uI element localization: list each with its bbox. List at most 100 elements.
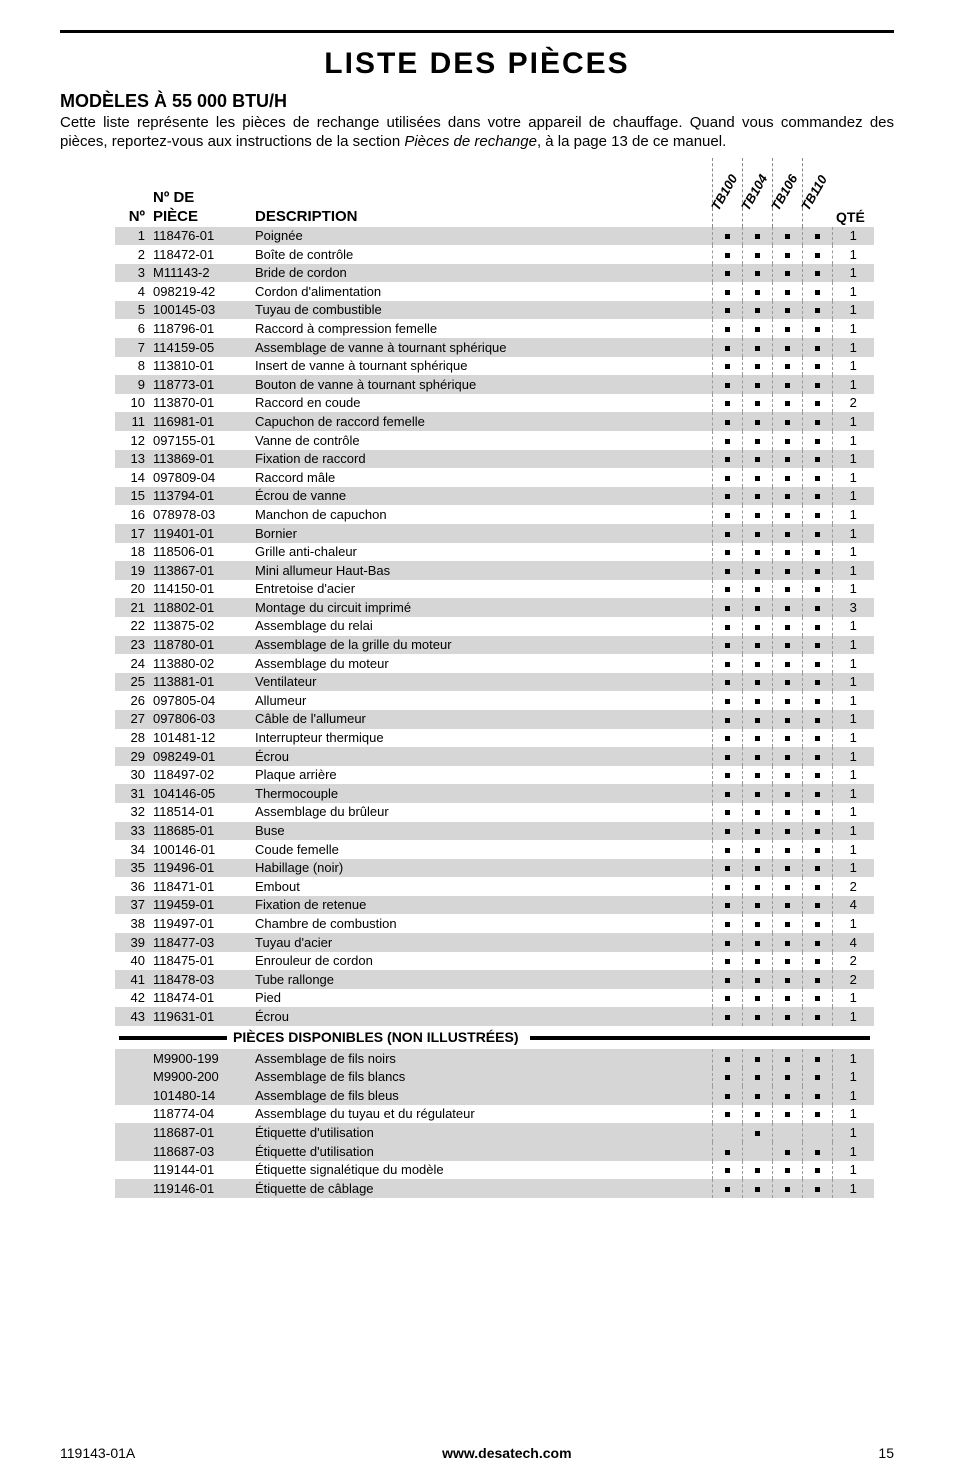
dot-icon	[725, 903, 730, 908]
cell-model	[772, 914, 802, 933]
cell-model	[772, 1007, 802, 1026]
cell-model	[742, 914, 772, 933]
cell-model	[712, 1049, 742, 1068]
table-row: 5100145-03Tuyau de combustible1	[115, 301, 874, 320]
dot-icon	[755, 569, 760, 574]
cell-model	[802, 468, 832, 487]
cell-qty: 1	[832, 1105, 874, 1124]
cell-model	[772, 338, 802, 357]
cell-qty: 1	[832, 747, 874, 766]
cell-model	[742, 543, 772, 562]
cell-description: Habillage (noir)	[251, 859, 712, 878]
cell-piece: 116981-01	[149, 412, 251, 431]
cell-model	[802, 1068, 832, 1087]
cell-num: 20	[115, 580, 149, 599]
cell-qty: 1	[832, 1007, 874, 1026]
cell-model	[772, 1049, 802, 1068]
cell-model	[802, 877, 832, 896]
dot-icon	[815, 922, 820, 927]
cell-qty: 1	[832, 1049, 874, 1068]
cell-piece: 118514-01	[149, 803, 251, 822]
section-line-left	[119, 1036, 227, 1040]
cell-model	[742, 952, 772, 971]
dot-icon	[755, 1131, 760, 1136]
cell-num: 7	[115, 338, 149, 357]
cell-piece: 118478-03	[149, 970, 251, 989]
cell-model	[772, 375, 802, 394]
dot-icon	[725, 1150, 730, 1155]
dot-icon	[755, 643, 760, 648]
dot-icon	[725, 383, 730, 388]
cell-model	[802, 1123, 832, 1142]
cell-model	[772, 636, 802, 655]
cell-description: Étiquette d'utilisation	[251, 1123, 712, 1142]
cell-piece: 113875-02	[149, 617, 251, 636]
dot-icon	[725, 606, 730, 611]
cell-num: 16	[115, 505, 149, 524]
cell-description: Allumeur	[251, 691, 712, 710]
dot-icon	[755, 625, 760, 630]
table-row: 30118497-02Plaque arrière1	[115, 766, 874, 785]
cell-model	[802, 1179, 832, 1198]
cell-piece: 119144-01	[149, 1161, 251, 1180]
cell-model	[742, 840, 772, 859]
cell-description: Étiquette de câblage	[251, 1179, 712, 1198]
table-row: 24113880-02Assemblage du moteur1	[115, 654, 874, 673]
cell-piece: 118687-01	[149, 1123, 251, 1142]
dot-icon	[815, 903, 820, 908]
dot-icon	[725, 476, 730, 481]
dot-icon	[785, 1168, 790, 1173]
cell-model	[802, 859, 832, 878]
cell-model	[742, 375, 772, 394]
cell-model	[772, 245, 802, 264]
table-row: 36118471-01Embout2	[115, 877, 874, 896]
cell-description: Étiquette signalétique du modèle	[251, 1161, 712, 1180]
cell-qty: 1	[832, 673, 874, 692]
dot-icon	[815, 401, 820, 406]
dot-icon	[785, 922, 790, 927]
cell-piece: 119631-01	[149, 1007, 251, 1026]
cell-piece: 118476-01	[149, 227, 251, 246]
cell-num: 21	[115, 598, 149, 617]
header-model-0: TB100	[708, 171, 741, 212]
cell-qty: 1	[832, 1123, 874, 1142]
dot-icon	[725, 364, 730, 369]
dot-icon	[785, 1112, 790, 1117]
cell-qty: 1	[832, 431, 874, 450]
cell-model	[742, 450, 772, 469]
cell-model	[712, 673, 742, 692]
cell-num: 19	[115, 561, 149, 580]
cell-model	[712, 1123, 742, 1142]
dot-icon	[785, 271, 790, 276]
dot-icon	[815, 383, 820, 388]
cell-model	[712, 859, 742, 878]
cell-num: 32	[115, 803, 149, 822]
dot-icon	[725, 420, 730, 425]
cell-piece: 114159-05	[149, 338, 251, 357]
cell-description: Assemblage du brûleur	[251, 803, 712, 822]
cell-model	[712, 691, 742, 710]
cell-num	[115, 1142, 149, 1161]
cell-model	[802, 803, 832, 822]
dot-icon	[725, 625, 730, 630]
dot-icon	[815, 773, 820, 778]
cell-description: Plaque arrière	[251, 766, 712, 785]
cell-model	[802, 1086, 832, 1105]
dot-icon	[725, 439, 730, 444]
cell-model	[802, 319, 832, 338]
dot-icon	[725, 1187, 730, 1192]
dot-icon	[725, 959, 730, 964]
dot-icon	[815, 736, 820, 741]
cell-model	[712, 394, 742, 413]
cell-piece: 118475-01	[149, 952, 251, 971]
table-row: 23118780-01Assemblage de la grille du mo…	[115, 636, 874, 655]
dot-icon	[725, 1168, 730, 1173]
cell-piece: 113810-01	[149, 357, 251, 376]
cell-model	[742, 896, 772, 915]
cell-model	[742, 803, 772, 822]
cell-piece: 098249-01	[149, 747, 251, 766]
dot-icon	[785, 587, 790, 592]
cell-num: 43	[115, 1007, 149, 1026]
cell-model	[802, 896, 832, 915]
dot-icon	[725, 996, 730, 1001]
